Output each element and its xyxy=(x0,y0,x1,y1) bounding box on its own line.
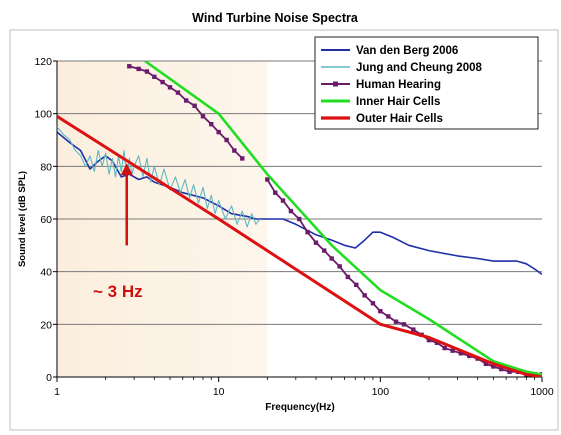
data-point-human-hearing xyxy=(313,240,319,245)
legend-label-van-den-berg-2006: Van den Berg 2006 xyxy=(356,45,458,57)
y-tick-label: 0 xyxy=(46,372,52,384)
annotation-arrow-head xyxy=(120,163,133,176)
data-point-human-hearing xyxy=(370,301,376,306)
data-point-human-hearing xyxy=(160,79,165,85)
annotation-label: ~ 3 Hz xyxy=(93,282,143,301)
data-point-human-hearing xyxy=(280,198,286,203)
series xyxy=(57,61,542,377)
x-tick-label: 1000 xyxy=(530,386,554,398)
data-point-human-hearing xyxy=(467,353,472,359)
data-point-human-hearing xyxy=(345,274,351,280)
annotation-group: ~ 3 Hz xyxy=(93,163,143,301)
data-point-human-hearing xyxy=(175,90,181,95)
legend-box xyxy=(314,36,539,130)
data-point-human-hearing xyxy=(411,327,416,332)
data-point-human-hearing xyxy=(232,148,237,153)
y-axis-label: Sound level (dB SPL) xyxy=(17,171,28,267)
plot-frame xyxy=(9,29,559,431)
data-point-human-hearing xyxy=(288,208,294,214)
data-point-human-hearing xyxy=(393,319,399,324)
data-point-human-hearing xyxy=(483,361,489,367)
data-point-human-hearing xyxy=(127,64,132,69)
y-tick-label: 120 xyxy=(34,56,52,68)
y-tick-label: 100 xyxy=(34,109,52,121)
data-point-human-hearing xyxy=(209,122,214,127)
data-point-human-hearing xyxy=(192,103,197,108)
data-point-human-hearing xyxy=(273,190,278,195)
chart-title: Wind Turbine Noise Spectra xyxy=(192,11,359,25)
y-tick-label: 20 xyxy=(40,319,52,331)
data-point-human-hearing xyxy=(184,98,189,103)
data-point-human-hearing xyxy=(434,340,440,345)
data-point-human-hearing xyxy=(450,348,455,353)
data-point-human-hearing xyxy=(401,322,407,327)
data-point-human-hearing xyxy=(200,114,206,119)
x-tick-label: 100 xyxy=(372,386,390,398)
legend: Van den Berg 2006 Jung and Cheung 2008 Hum… xyxy=(314,36,539,130)
y-tick-label: 60 xyxy=(40,214,52,226)
series-line-jung-and-cheung-2008 xyxy=(57,126,261,228)
data-point-human-hearing xyxy=(442,345,447,351)
data-point-human-hearing xyxy=(167,85,173,90)
data-point-human-hearing xyxy=(265,177,270,182)
data-point-human-hearing xyxy=(240,156,245,161)
data-point-human-hearing xyxy=(386,314,391,319)
data-point-human-hearing xyxy=(216,129,221,135)
data-point-human-hearing xyxy=(136,66,141,72)
legend-label-inner-hair-cells: Inner Hair Cells xyxy=(356,96,440,108)
data-point-human-hearing xyxy=(491,364,496,369)
y-tick-label: 40 xyxy=(40,267,52,279)
data-point-human-hearing xyxy=(507,369,512,374)
data-point-human-hearing xyxy=(362,293,367,298)
data-point-human-hearing xyxy=(224,137,229,143)
legend-label-jung-and-cheung-2008: Jung and Cheung 2008 xyxy=(356,62,482,74)
data-point-human-hearing xyxy=(297,216,302,222)
series-line-outer-hair-cells xyxy=(57,115,542,377)
series-line-inner-hair-cells xyxy=(144,61,542,376)
data-point-human-hearing xyxy=(329,256,334,261)
data-point-human-hearing xyxy=(354,282,359,288)
data-point-human-hearing xyxy=(458,351,464,356)
legend-label-human-hearing: Human Hearing xyxy=(356,79,441,91)
data-point-human-hearing xyxy=(322,248,327,253)
x-axis-label: Frequency(Hz) xyxy=(265,402,334,413)
x-tick-label: 10 xyxy=(213,386,225,398)
data-point-human-hearing xyxy=(305,229,310,235)
data-point-human-hearing xyxy=(378,308,383,314)
data-point-human-hearing xyxy=(144,69,150,74)
data-point-human-hearing xyxy=(152,74,157,79)
data-point-human-hearing xyxy=(337,264,342,269)
legend-marker-human-hearing xyxy=(333,81,338,87)
data-point-human-hearing xyxy=(426,337,432,343)
legend-label-outer-hair-cells: Outer Hair Cells xyxy=(356,113,443,125)
x-tick-label: 1 xyxy=(54,386,60,398)
data-point-human-hearing xyxy=(499,366,504,372)
y-tick-label: 80 xyxy=(40,161,52,173)
